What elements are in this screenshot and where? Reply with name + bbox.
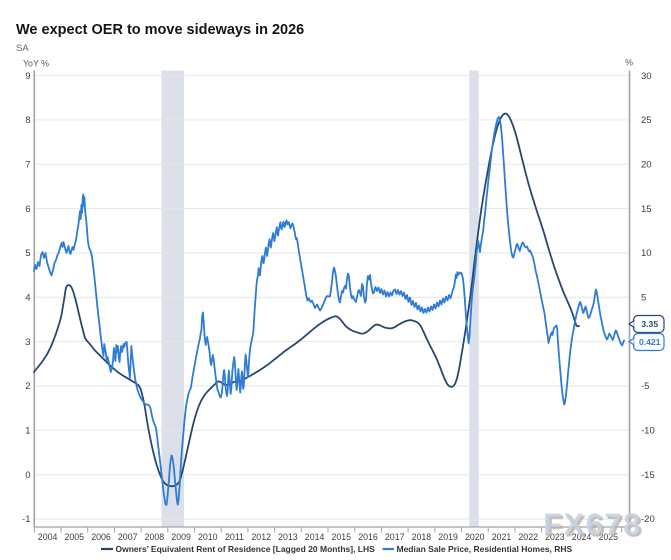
svg-text:2021: 2021 bbox=[492, 532, 512, 542]
svg-text:2025: 2025 bbox=[599, 532, 619, 542]
svg-text:We expect OER to move sideways: We expect OER to move sideways in 2026 bbox=[16, 22, 304, 38]
svg-text:2019: 2019 bbox=[438, 532, 458, 542]
svg-text:2010: 2010 bbox=[198, 532, 218, 542]
svg-text:15: 15 bbox=[641, 204, 652, 215]
svg-text:6: 6 bbox=[25, 204, 30, 215]
svg-text:-20: -20 bbox=[641, 514, 655, 525]
svg-text:25: 25 bbox=[641, 115, 652, 126]
svg-text:FX678: FX678 bbox=[545, 509, 644, 544]
svg-text:2007: 2007 bbox=[118, 532, 138, 542]
svg-text:-5: -5 bbox=[641, 381, 649, 392]
svg-text:8: 8 bbox=[25, 115, 30, 126]
svg-text:5: 5 bbox=[25, 248, 30, 259]
svg-text:0.421: 0.421 bbox=[639, 337, 661, 347]
svg-text:2018: 2018 bbox=[412, 532, 432, 542]
svg-text:7: 7 bbox=[25, 160, 30, 171]
svg-text:3: 3 bbox=[25, 337, 30, 348]
svg-text:2006: 2006 bbox=[91, 532, 111, 542]
svg-text:2: 2 bbox=[25, 381, 30, 392]
svg-text:2023: 2023 bbox=[545, 532, 565, 542]
svg-text:2013: 2013 bbox=[278, 532, 298, 542]
svg-text:2009: 2009 bbox=[171, 532, 191, 542]
svg-text:2011: 2011 bbox=[225, 532, 244, 542]
svg-text:-15: -15 bbox=[641, 470, 655, 481]
svg-text:2015: 2015 bbox=[332, 532, 352, 542]
svg-text:FX678: FX678 bbox=[543, 507, 642, 542]
svg-text:30: 30 bbox=[641, 71, 652, 82]
svg-text:SA: SA bbox=[16, 43, 29, 54]
svg-text:20: 20 bbox=[641, 160, 652, 171]
svg-text:9: 9 bbox=[25, 71, 30, 82]
svg-text:2004: 2004 bbox=[38, 532, 58, 542]
svg-text:10: 10 bbox=[641, 248, 652, 259]
svg-text:2022: 2022 bbox=[518, 532, 538, 542]
svg-text:Owners’ Equivalent Rent of Res: Owners’ Equivalent Rent of Residence [La… bbox=[116, 544, 376, 554]
svg-text:-10: -10 bbox=[641, 426, 655, 437]
svg-text:3.35: 3.35 bbox=[641, 319, 658, 329]
svg-text:2012: 2012 bbox=[251, 532, 271, 542]
svg-text:%: % bbox=[625, 58, 633, 68]
svg-text:2005: 2005 bbox=[65, 532, 85, 542]
svg-text:2020: 2020 bbox=[465, 532, 485, 542]
svg-text:5: 5 bbox=[641, 293, 646, 304]
svg-text:2024: 2024 bbox=[572, 532, 592, 542]
svg-text:2014: 2014 bbox=[305, 532, 325, 542]
svg-text:4: 4 bbox=[25, 293, 30, 304]
svg-text:Median Sale Price, Residential: Median Sale Price, Residential Homes, RH… bbox=[397, 544, 573, 554]
svg-text:1: 1 bbox=[25, 426, 30, 437]
svg-text:YoY %: YoY % bbox=[23, 59, 49, 69]
svg-text:2016: 2016 bbox=[358, 532, 378, 542]
svg-text:2008: 2008 bbox=[145, 532, 165, 542]
svg-text:0: 0 bbox=[25, 470, 30, 481]
svg-text:-1: -1 bbox=[22, 514, 30, 525]
svg-text:2017: 2017 bbox=[385, 532, 405, 542]
